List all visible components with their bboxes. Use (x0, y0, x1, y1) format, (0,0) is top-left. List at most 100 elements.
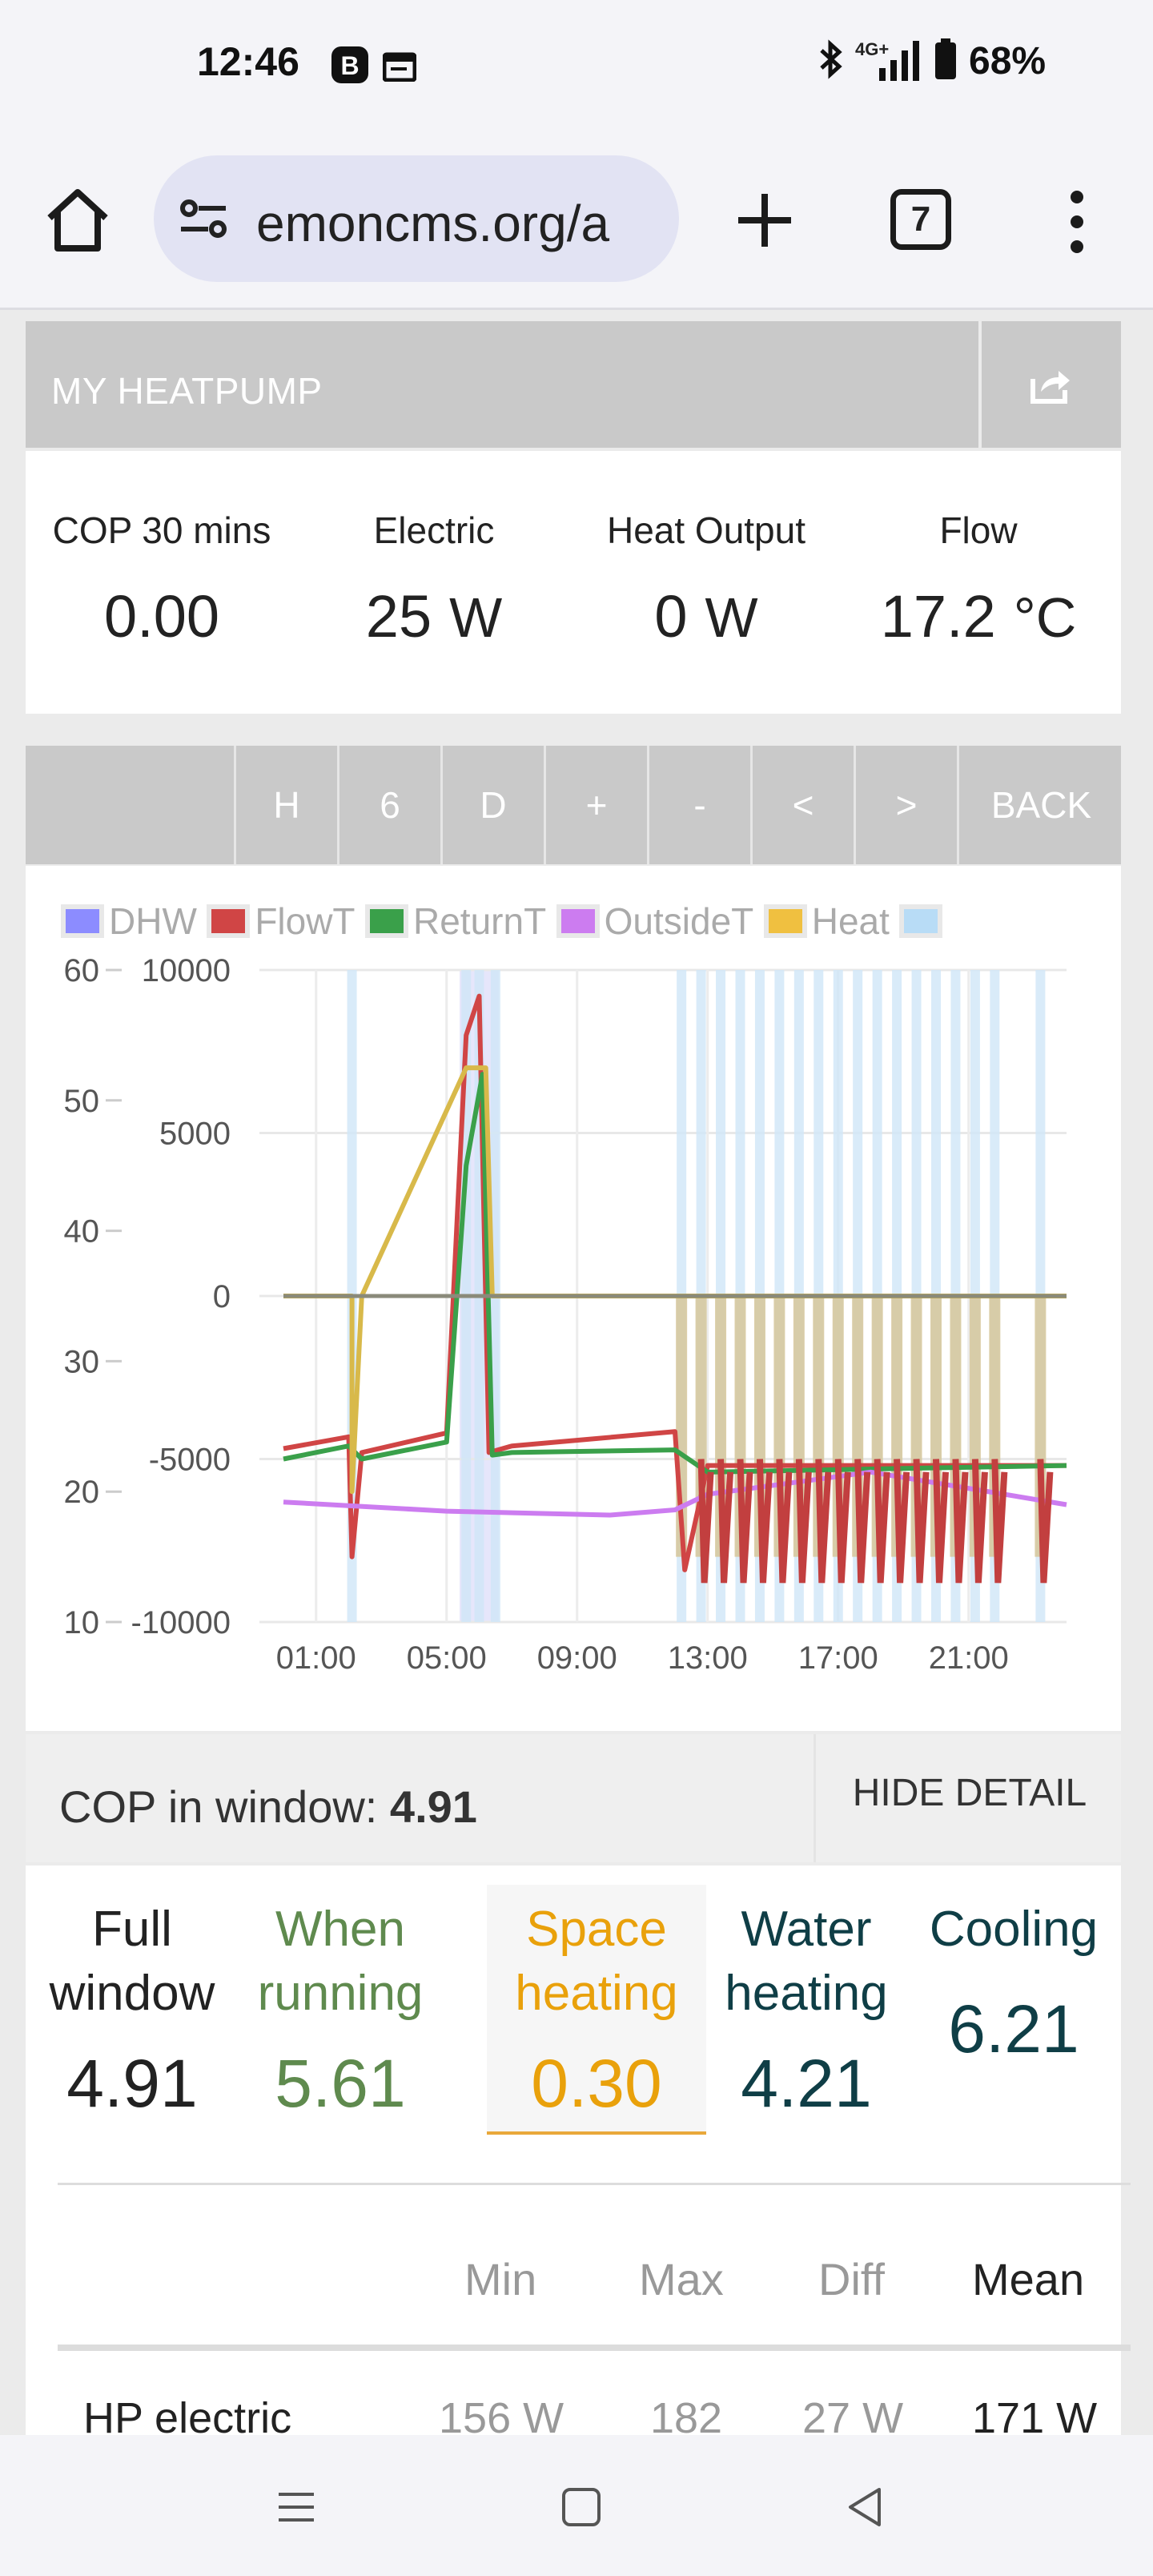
legend-swatch (61, 904, 104, 938)
legend-swatch (556, 904, 600, 938)
back-button[interactable]: BACK (957, 746, 1123, 864)
flow-dip (991, 1459, 1008, 1584)
back-nav-button[interactable] (841, 2483, 889, 2531)
cop-window-text: COP in window: 4.91 (59, 1781, 477, 1833)
flow-dip (894, 1459, 910, 1584)
mode-label-line1: Water (741, 1902, 872, 1957)
stat-flow: Flow 17.2 °C (842, 509, 1115, 650)
mode-value: 4.21 (741, 2046, 872, 2121)
row-min: 156 W (439, 2394, 564, 2435)
chart-legend: DHW FlowT ReturnT OutsideT Heat (61, 900, 1118, 948)
stat-number: 25 (365, 583, 432, 650)
pan-left-button[interactable]: < (750, 746, 854, 864)
left-axis-tick-label: 40 (64, 1214, 100, 1250)
mode-full-window[interactable]: Full window 4.91 (32, 1898, 232, 2123)
mode-value: 6.21 (948, 1991, 1079, 2067)
flow-dip (1037, 1459, 1054, 1584)
row-mean: 171 W (972, 2394, 1098, 2435)
browser-menu-button[interactable] (1049, 186, 1105, 258)
flow-dip (933, 1459, 949, 1584)
legend-item-heat[interactable]: Heat (763, 900, 890, 943)
table-header-divider (58, 2345, 1131, 2351)
status-time: 12:46 (197, 39, 299, 84)
flow-dip (971, 1459, 988, 1584)
nav-day-button[interactable]: D (440, 746, 544, 864)
network-type-label: 4G+ (855, 39, 890, 59)
col-header-mean: Mean (972, 2254, 1085, 2304)
flow-dip (776, 1459, 793, 1584)
mode-label-line2: running (257, 1966, 424, 2021)
signal-icon: 4G+ (855, 39, 922, 83)
mode-value: 5.61 (275, 2046, 406, 2121)
flow-dip (834, 1459, 851, 1584)
legend-item-returnt[interactable]: ReturnT (365, 900, 546, 943)
cop-window-bar: COP in window: 4.91 HIDE DETAIL (26, 1734, 1121, 1862)
series-line-outsidet (283, 1469, 1067, 1518)
right-axis-tick-label: 5000 (159, 1117, 231, 1152)
home-button[interactable] (42, 184, 114, 256)
tab-switcher-button[interactable]: 7 (890, 189, 951, 250)
panel-title: MY HEATPUMP (51, 370, 323, 412)
stat-label: Flow (939, 509, 1018, 551)
pan-right-button[interactable]: > (854, 746, 957, 864)
flow-dip (952, 1459, 969, 1584)
legend-item-outsidet[interactable]: OutsideT (556, 900, 754, 943)
mode-water-heating[interactable]: Water heating 4.21 (706, 1898, 906, 2123)
flow-dip (697, 1459, 714, 1584)
stat-number: 0.00 (103, 583, 220, 650)
left-axis-tick-label: 10 (64, 1605, 100, 1640)
col-header-diff: Diff (818, 2254, 885, 2304)
mode-cooling[interactable]: Cooling 6.21 (906, 1898, 1121, 2069)
address-bar[interactable]: emoncms.org/a (154, 155, 679, 282)
nav-hour-button[interactable]: H (234, 746, 337, 864)
legend-label: ReturnT (413, 900, 547, 942)
url-text[interactable]: emoncms.org/a (256, 195, 610, 252)
chart-panel[interactable]: DHW FlowT ReturnT OutsideT Heat 10000 500… (26, 866, 1121, 1731)
menu-lines-icon (279, 2493, 314, 2522)
flow-dip (854, 1459, 871, 1584)
series-line-flowt (283, 993, 1067, 1572)
stat-unit: W (705, 586, 758, 649)
legend-item-flowt[interactable]: FlowT (207, 900, 356, 943)
detail-panel: Full window 4.91 When running 5.61 Space… (26, 1866, 1131, 2435)
mode-when-running[interactable]: When running 5.61 (232, 1898, 448, 2123)
legend-item-dhw[interactable]: DHW (61, 900, 197, 943)
legend-label: OutsideT (604, 900, 754, 942)
stat-value: 17.2 °C (842, 582, 1115, 650)
system-nav-bar (0, 2435, 1153, 2576)
mode-value: 0.30 (531, 2046, 662, 2121)
mode-label-line1: Full (92, 1902, 172, 1957)
site-settings-icon[interactable] (178, 195, 231, 248)
legend-item-extra[interactable] (899, 904, 947, 938)
stat-label: COP 30 mins (52, 509, 271, 551)
col-header-max: Max (639, 2254, 724, 2304)
row-label-line1: HP electric (83, 2394, 292, 2435)
square-icon (562, 2488, 601, 2526)
home-nav-button[interactable] (557, 2483, 605, 2531)
x-axis-tick-label: 09:00 (537, 1640, 617, 1676)
chart-svg[interactable]: 10000 5000 0 -5000 -10000 60 50 40 30 20 10 01:00 05… (26, 866, 1121, 1731)
new-tab-button[interactable] (729, 184, 801, 256)
stat-cop: COP 30 mins 0.00 (26, 509, 298, 650)
left-axis-tick-label: 50 (64, 1084, 100, 1119)
x-axis-tick-label: 01:00 (276, 1640, 356, 1676)
divider (58, 2183, 1131, 2185)
zoom-in-button[interactable]: + (544, 746, 647, 864)
mode-space-heating[interactable]: Space heating 0.30 (487, 1885, 706, 2135)
stat-unit: °C (1013, 586, 1077, 649)
flow-dip (874, 1459, 890, 1584)
cop-window-value: 4.91 (389, 1781, 477, 1832)
zoom-out-button[interactable]: - (647, 746, 750, 864)
recents-button[interactable] (272, 2483, 320, 2531)
time-nav-bar: H 6 D + - < > BACK (26, 746, 1121, 864)
series-line-returnt (283, 1072, 1067, 1475)
legend-label: FlowT (255, 900, 356, 942)
share-button[interactable] (982, 321, 1121, 448)
right-axis-tick-label: -10000 (131, 1605, 231, 1640)
right-axis-tick-label: 10000 (142, 953, 231, 988)
hide-detail-button[interactable]: HIDE DETAIL (814, 1734, 1123, 1862)
stat-unit: W (449, 586, 503, 649)
nav-6hour-button[interactable]: 6 (337, 746, 440, 864)
stat-number: 17.2 (880, 583, 996, 650)
